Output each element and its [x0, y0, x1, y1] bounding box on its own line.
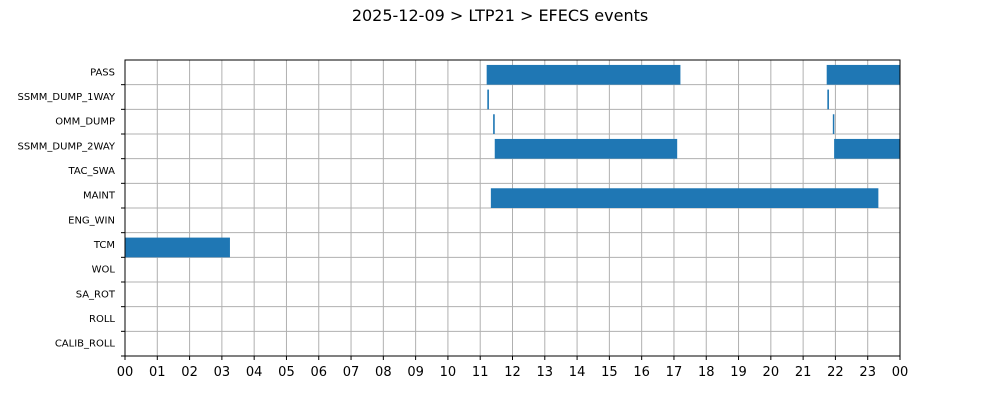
category-label: CALIB_ROLL [55, 339, 116, 350]
x-tick-label: 15 [601, 365, 618, 380]
y-axis-labels: PASS SSMM_DUMP_1WAY OMM_DUMP SSMM_DUMP_2WAY… [17, 67, 115, 349]
x-tick-label: 03 [214, 365, 231, 380]
category-label: SA_ROT [76, 289, 116, 300]
category-label: WOL [92, 265, 116, 276]
x-tick-label: 07 [343, 365, 360, 380]
event-bar [487, 89, 489, 110]
event-bar [827, 89, 829, 110]
chart-title: 2025-12-09 > LTP21 > EFECS events [351, 6, 649, 25]
category-label: TAC_SWA [67, 166, 115, 177]
x-tick-label: 18 [698, 365, 715, 380]
category-label: PASS [90, 67, 115, 78]
x-tick-label: 14 [569, 365, 586, 380]
x-tick-label: 23 [859, 365, 876, 380]
event-bar [834, 138, 900, 159]
x-tick-label: 19 [730, 365, 747, 380]
grid-layer [121, 60, 901, 360]
x-tick-label: 00 [892, 365, 909, 380]
x-tick-label: 21 [795, 365, 812, 380]
event-bar [486, 64, 681, 85]
category-label: ENG_WIN [68, 215, 115, 226]
x-tick-label: 13 [537, 365, 554, 380]
category-label: ROLL [89, 314, 115, 325]
event-bar [826, 64, 900, 85]
event-bar [493, 114, 495, 134]
x-tick-label: 22 [827, 365, 844, 380]
event-bar [494, 138, 678, 159]
category-label: SSMM_DUMP_1WAY [17, 92, 115, 103]
x-tick-label: 12 [504, 365, 521, 380]
event-bar [832, 114, 835, 134]
category-label: SSMM_DUMP_2WAY [17, 141, 115, 152]
event-bar [125, 237, 230, 258]
category-label: OMM_DUMP [55, 117, 115, 128]
category-label: TCM [93, 240, 115, 251]
x-axis-labels: 00 01 02 03 04 05 06 07 08 09 10 11 12 13 14 15 16 17 18 19… [117, 365, 909, 380]
bar-layer [125, 64, 900, 258]
x-tick-label: 05 [278, 365, 295, 380]
x-tick-label: 17 [666, 365, 683, 380]
event-bar [490, 188, 879, 208]
x-tick-label: 02 [181, 365, 198, 380]
x-tick-label: 10 [440, 365, 457, 380]
x-tick-label: 08 [375, 365, 392, 380]
x-tick-label: 11 [472, 365, 489, 380]
x-tick-label: 01 [149, 365, 166, 380]
category-label: MAINT [83, 191, 116, 202]
x-tick-label: 06 [310, 365, 327, 380]
x-tick-label: 04 [246, 365, 263, 380]
x-tick-label: 09 [407, 365, 424, 380]
x-tick-label: 20 [763, 365, 780, 380]
plot-frame [124, 59, 901, 357]
x-tick-label: 00 [117, 365, 134, 380]
x-tick-label: 16 [633, 365, 650, 380]
